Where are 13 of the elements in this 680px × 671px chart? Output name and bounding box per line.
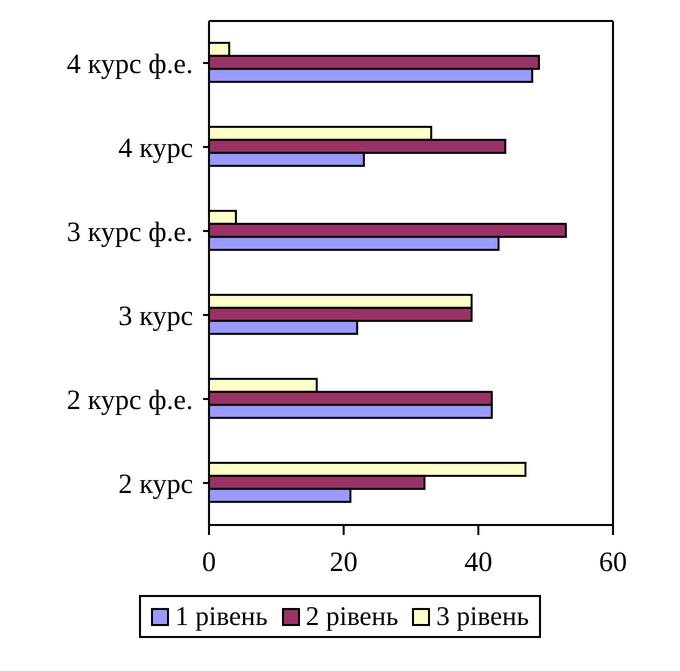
y-tick-label: 4 курс ф.е.: [66, 48, 193, 80]
x-tick-label: 40: [464, 546, 492, 578]
legend-label: 3 рівень: [436, 601, 529, 632]
legend-label: 2 рівень: [306, 601, 398, 632]
y-tick-label: 2 курс: [118, 468, 193, 500]
y-tick-label: 4 курс: [118, 132, 193, 164]
x-tick-label: 60: [599, 546, 627, 578]
x-tick-label: 20: [330, 546, 358, 578]
legend-label: 1 рівень: [175, 601, 268, 632]
y-tick-label: 3 курс: [118, 300, 193, 332]
x-tick-label: 0: [202, 546, 216, 578]
y-tick-label: 3 курс ф.е.: [66, 216, 193, 248]
y-tick-label: 2 курс ф.е.: [66, 384, 193, 416]
